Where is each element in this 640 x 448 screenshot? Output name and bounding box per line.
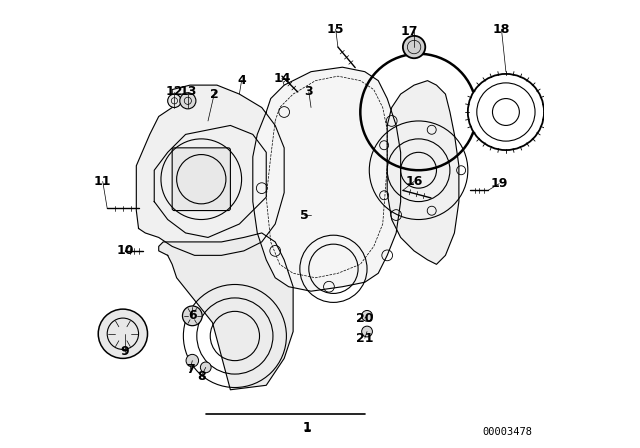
Text: 18: 18 xyxy=(493,22,510,36)
Text: 9: 9 xyxy=(121,345,129,358)
Circle shape xyxy=(182,306,202,326)
FancyBboxPatch shape xyxy=(172,148,230,211)
Text: 15: 15 xyxy=(327,22,344,36)
Polygon shape xyxy=(136,85,284,255)
Text: 2: 2 xyxy=(211,87,219,101)
Text: 20: 20 xyxy=(356,311,374,325)
Text: 7: 7 xyxy=(186,363,195,376)
Circle shape xyxy=(180,93,196,109)
Text: 21: 21 xyxy=(356,332,374,345)
Text: 1: 1 xyxy=(302,421,311,435)
Polygon shape xyxy=(159,233,293,390)
Text: 17: 17 xyxy=(401,25,419,38)
Text: 19: 19 xyxy=(490,177,508,190)
Text: 14: 14 xyxy=(273,72,291,85)
Text: 12: 12 xyxy=(166,85,183,99)
Circle shape xyxy=(362,326,372,337)
Circle shape xyxy=(403,36,425,58)
Text: 5: 5 xyxy=(300,208,308,222)
Circle shape xyxy=(99,309,148,358)
Text: 4: 4 xyxy=(237,74,246,87)
Circle shape xyxy=(168,94,181,108)
Circle shape xyxy=(362,310,372,321)
Text: 8: 8 xyxy=(197,370,205,383)
Text: 16: 16 xyxy=(405,175,423,188)
Text: 11: 11 xyxy=(94,175,111,188)
Text: 13: 13 xyxy=(179,85,196,99)
Circle shape xyxy=(186,354,198,367)
Polygon shape xyxy=(387,81,459,264)
Circle shape xyxy=(200,362,211,373)
Text: 6: 6 xyxy=(188,309,196,323)
Polygon shape xyxy=(253,67,401,291)
Text: 00003478: 00003478 xyxy=(483,427,533,437)
Text: 3: 3 xyxy=(305,85,313,99)
Text: 10: 10 xyxy=(116,244,134,258)
Text: 1: 1 xyxy=(302,421,311,435)
